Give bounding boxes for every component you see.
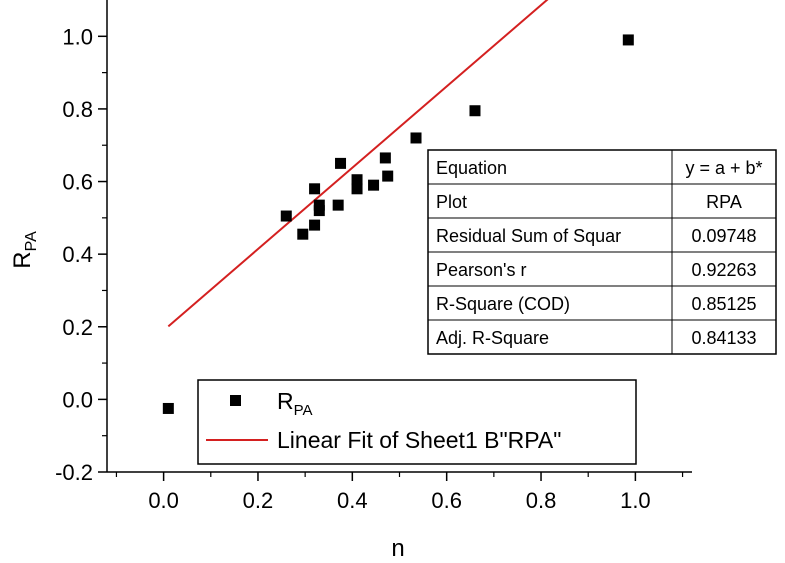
data-point — [280, 210, 292, 222]
x-tick-label: 0.2 — [243, 488, 274, 513]
x-tick-label: 0.4 — [337, 488, 368, 513]
stats-table-label: Equation — [436, 158, 507, 178]
data-point — [379, 152, 391, 164]
legend-entry-rpa-subscript: PA — [294, 402, 313, 419]
stats-table-label: Pearson's r — [436, 260, 526, 280]
data-point — [332, 199, 344, 211]
legend: RPA Linear Fit of Sheet1 B"RPA" — [197, 379, 637, 465]
x-axis-title: n — [391, 535, 404, 562]
stats-table-value: 0.85125 — [691, 294, 756, 314]
data-point — [351, 174, 363, 186]
data-point — [313, 205, 325, 217]
stats-table-value: 0.84133 — [691, 328, 756, 348]
stats-table-value: 0.92263 — [691, 260, 756, 280]
data-point — [469, 105, 481, 117]
data-point — [351, 183, 363, 195]
data-point — [410, 132, 422, 144]
data-point — [382, 170, 394, 182]
axes: 0.0 0.2 0.4 0.6 0.8 1.0 -0.2 0.0 0.2 0.4 0.6 0.8 1.0 — [55, 0, 692, 513]
stats-table-value: y = a + b* — [685, 158, 762, 178]
stats-table-label: R-Square (COD) — [436, 294, 570, 314]
stats-table-value: 0.09748 — [691, 226, 756, 246]
legend-entry-rpa-base: R — [277, 388, 294, 414]
stats-table-label: Residual Sum of Squar — [436, 226, 621, 246]
y-tick-label: -0.2 — [55, 460, 93, 485]
data-point — [368, 179, 380, 191]
legend-marker-square — [230, 395, 241, 406]
y-axis-title-subscript: PA — [23, 231, 40, 251]
y-axis-title: RPA — [9, 231, 40, 269]
fit-statistics-table: Equation y = a + b* Plot RPA Residual Sum of… — [427, 149, 777, 355]
y-tick-label: 1.0 — [62, 24, 93, 49]
x-tick-label: 0.8 — [526, 488, 557, 513]
y-tick-label: 0.0 — [62, 387, 93, 412]
x-tick-label: 1.0 — [620, 488, 651, 513]
stats-table-label: Plot — [436, 192, 467, 212]
x-tick-label: 0.6 — [431, 488, 462, 513]
y-axis-title-base: R — [9, 251, 36, 268]
y-tick-label: 0.4 — [62, 242, 93, 267]
data-point — [297, 228, 309, 240]
y-tick-label: 0.6 — [62, 170, 93, 195]
data-point — [162, 402, 174, 414]
x-tick-label: 0.0 — [148, 488, 179, 513]
stats-table-label: Adj. R-Square — [436, 328, 549, 348]
plot-area — [162, 0, 634, 414]
data-point — [309, 219, 321, 231]
y-tick-label: 0.2 — [62, 315, 93, 340]
data-point — [335, 157, 347, 169]
y-tick-label: 0.8 — [62, 97, 93, 122]
legend-entry-fit: Linear Fit of Sheet1 B"RPA" — [277, 427, 561, 453]
data-point — [622, 34, 634, 46]
data-point — [309, 183, 321, 195]
stats-table-value: RPA — [706, 192, 742, 212]
legend-entry-rpa: RPA — [277, 388, 313, 419]
linear-fit-line — [167, 0, 549, 328]
legend-box — [197, 379, 637, 465]
